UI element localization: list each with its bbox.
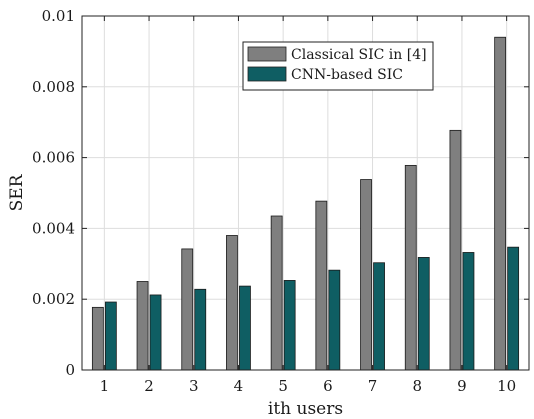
legend-label-cnn-sic: CNN-based SIC <box>291 67 403 83</box>
bar-classical-sic <box>494 36 507 371</box>
y-tick-label: 0.006 <box>32 149 75 167</box>
bar-classical-sic <box>91 306 104 371</box>
x-tick-label: 10 <box>497 377 516 395</box>
bar-cnn-sic <box>462 252 475 371</box>
x-tick-label: 6 <box>323 377 333 395</box>
legend: Classical SIC in [4] CNN-based SIC <box>242 41 434 91</box>
y-tick-label: 0.004 <box>32 219 75 237</box>
bar-cnn-sic <box>328 269 341 371</box>
y-tick-label: 0.008 <box>32 78 75 96</box>
bar-classical-sic <box>136 281 149 371</box>
x-tick-label: 5 <box>278 377 288 395</box>
bar-classical-sic <box>315 200 328 371</box>
bar-classical-sic <box>181 248 194 371</box>
bar-cnn-sic <box>104 301 117 371</box>
bar-classical-sic <box>360 179 372 371</box>
bar-cnn-sic <box>373 262 385 371</box>
bars <box>91 36 520 371</box>
bar-cnn-sic <box>507 246 520 371</box>
legend-swatch-cnn-sic <box>247 66 287 82</box>
y-axis-label: SER <box>7 173 27 211</box>
y-tick-label: 0.002 <box>32 290 75 308</box>
bar-classical-sic <box>270 215 283 371</box>
x-axis-label: ith users <box>268 399 343 419</box>
y-tick-label: 0.01 <box>42 7 75 25</box>
axis-ticks: 0 0.002 0.004 0.006 0.008 0.01 1 2 3 4 5 6 7 8 9 10 <box>32 7 529 395</box>
legend-swatch-classical-sic <box>247 46 287 62</box>
bar-classical-sic <box>449 129 462 371</box>
bar-classical-sic <box>226 235 238 371</box>
bar-classical-sic <box>404 164 417 371</box>
plot-frame <box>81 15 530 371</box>
x-tick-label: 4 <box>234 377 244 395</box>
bar-cnn-sic <box>239 285 251 371</box>
y-tick-label: 0 <box>65 361 75 379</box>
bar-cnn-sic <box>194 288 207 371</box>
x-tick-label: 9 <box>457 377 467 395</box>
bar-cnn-sic <box>417 257 430 371</box>
legend-label-classical-sic: Classical SIC in [4] <box>291 47 427 63</box>
x-tick-label: 8 <box>412 377 422 395</box>
bar-cnn-sic <box>149 294 162 371</box>
x-tick-label: 7 <box>368 377 378 395</box>
x-tick-label: 2 <box>144 377 154 395</box>
x-tick-label: 1 <box>100 377 110 395</box>
x-tick-label: 3 <box>189 377 199 395</box>
bar-cnn-sic <box>283 280 296 371</box>
